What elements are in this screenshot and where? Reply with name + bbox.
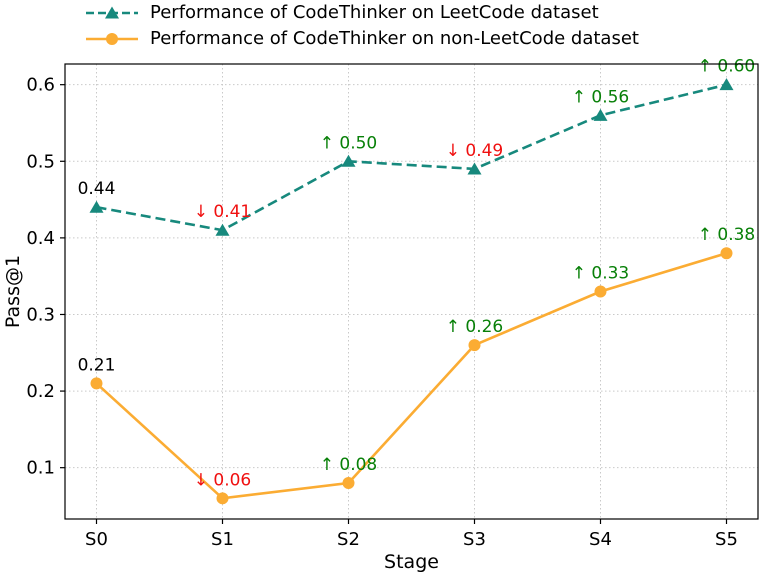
y-tick-label: 0.5 (26, 151, 55, 172)
legend-circle-marker-icon (106, 33, 118, 45)
data-point-annotation: 0.21 (78, 355, 116, 375)
data-point-annotation: ↑ 0.50 (320, 133, 378, 153)
x-tick-label: S2 (337, 529, 360, 550)
data-point-annotation: ↓ 0.49 (446, 141, 504, 161)
chart-legend: Performance of CodeThinker on LeetCode d… (84, 0, 639, 52)
y-tick-label: 0.3 (26, 304, 55, 325)
legend-triangle-marker-icon (105, 6, 119, 19)
legend-sample-leetcode (86, 6, 138, 19)
data-point-marker (89, 200, 104, 213)
data-point-marker (215, 223, 230, 236)
x-tick-label: S0 (85, 529, 108, 550)
data-point-marker (593, 108, 608, 121)
y-tick-label: 0.4 (26, 228, 55, 249)
data-point-annotation: ↑ 0.26 (446, 317, 504, 337)
data-point-annotation: ↓ 0.41 (194, 202, 252, 222)
data-point-annotation: ↑ 0.33 (572, 264, 630, 284)
series-line-0 (96, 83, 727, 232)
x-tick-label: S5 (715, 529, 738, 550)
data-point-annotation: ↑ 0.56 (572, 87, 630, 107)
data-point-marker (594, 285, 607, 298)
x-tick-label: S4 (589, 529, 612, 550)
y-axis-label: Pass@1 (2, 255, 24, 328)
x-axis-label: Stage (384, 551, 439, 573)
legend-sample-non-leetcode (86, 33, 138, 45)
y-tick-label: 0.2 (26, 381, 55, 402)
data-point-annotation: ↓ 0.06 (194, 470, 252, 490)
data-point-marker (342, 476, 355, 489)
y-tick-label: 0.1 (26, 458, 55, 479)
series-line-1 (95, 251, 727, 500)
legend-item-non-leetcode: Performance of CodeThinker on non-LeetCo… (84, 26, 639, 52)
legend-item-leetcode: Performance of CodeThinker on LeetCode d… (84, 0, 639, 26)
x-tick-label: S3 (463, 529, 486, 550)
data-point-annotation: ↑ 0.60 (698, 57, 756, 77)
legend-label-non-leetcode: Performance of CodeThinker on non-LeetCo… (150, 28, 639, 49)
x-tick-label: S1 (211, 529, 234, 550)
legend-label-leetcode: Performance of CodeThinker on LeetCode d… (150, 2, 599, 23)
data-point-marker (720, 247, 733, 260)
data-point-marker (216, 492, 229, 505)
y-tick-label: 0.6 (26, 75, 55, 96)
data-point-marker (90, 377, 103, 390)
data-point-marker (467, 162, 482, 175)
data-point-annotation: ↑ 0.38 (698, 225, 756, 245)
data-point-annotation: ↑ 0.08 (320, 455, 378, 475)
data-point-marker (468, 339, 481, 352)
data-point-marker (719, 78, 734, 91)
data-point-annotation: 0.44 (78, 179, 116, 199)
data-point-marker (341, 154, 356, 167)
plot-border (64, 63, 759, 520)
